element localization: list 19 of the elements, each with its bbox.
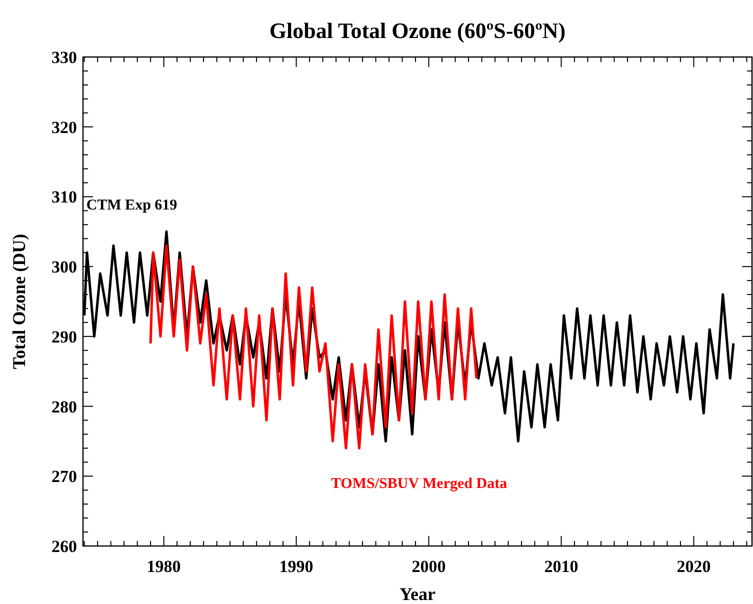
y-tick-label: 270 bbox=[52, 467, 77, 486]
x-tick-label: 1990 bbox=[279, 557, 314, 576]
x-tick-label: 2020 bbox=[676, 557, 711, 576]
y-tick-label: 260 bbox=[52, 537, 77, 556]
chart-title: Global Total Ozone (60ºS-60ºN) bbox=[269, 18, 566, 43]
y-axis-title: Total Ozone (DU) bbox=[9, 234, 29, 370]
x-tick-label: 2000 bbox=[412, 557, 446, 576]
text: TOMS/SBUV Merged Data bbox=[330, 476, 508, 492]
x-tick-label: 1980 bbox=[146, 557, 181, 576]
line-series bbox=[149, 244, 478, 450]
y-tick-label: 300 bbox=[52, 258, 77, 277]
x-tick-label: 2010 bbox=[544, 557, 578, 576]
y-tick-label: 280 bbox=[52, 397, 77, 416]
y-tick-label: 330 bbox=[52, 48, 77, 67]
y-tick-label: 320 bbox=[52, 118, 77, 137]
y-tick-label: 310 bbox=[52, 188, 77, 207]
y-tick-label: 290 bbox=[52, 327, 77, 346]
series-label: CTM Exp 619 bbox=[86, 198, 178, 214]
x-axis-title: Year bbox=[400, 584, 436, 604]
